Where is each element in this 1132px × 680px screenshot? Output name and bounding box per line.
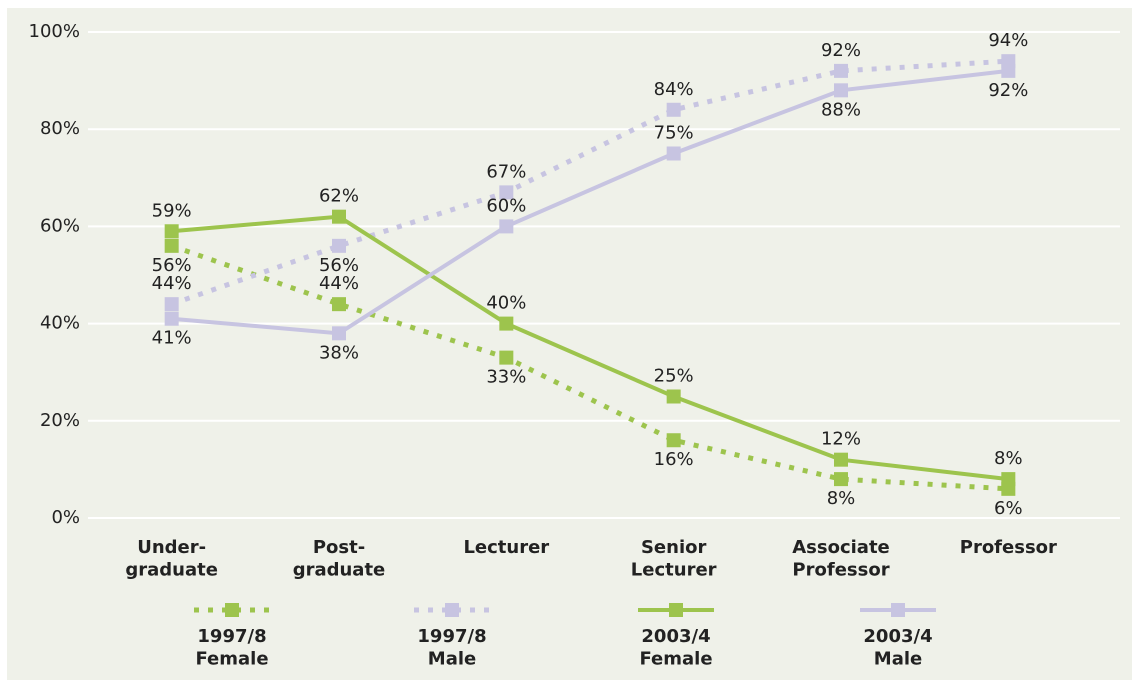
- point-marker: [499, 185, 514, 200]
- point-marker: [834, 83, 848, 98]
- data-label: 8%: [994, 448, 1023, 469]
- point-marker: [332, 238, 346, 253]
- point-marker: [666, 389, 681, 404]
- data-label: 16%: [654, 449, 694, 470]
- point-marker: [499, 219, 514, 234]
- y-tick-label: 80%: [40, 118, 80, 139]
- data-label: 75%: [654, 123, 694, 144]
- x-tick-label: Post-graduate: [293, 537, 386, 581]
- data-label: 67%: [486, 161, 526, 182]
- legend-marker: [445, 603, 459, 617]
- data-label: 8%: [827, 488, 856, 509]
- data-label: 44%: [319, 273, 359, 294]
- point-marker: [834, 452, 848, 467]
- data-label: 88%: [821, 99, 861, 120]
- data-label: 60%: [486, 195, 526, 216]
- legend-marker: [669, 603, 683, 617]
- point-marker: [499, 350, 514, 365]
- point-marker: [164, 311, 179, 326]
- data-label: 41%: [152, 328, 192, 349]
- legend-label: 1997/8 Male: [417, 626, 486, 670]
- point-marker: [332, 326, 346, 341]
- x-tick-label: Lecturer: [463, 537, 549, 558]
- x-tick-label: Associate Professor: [792, 537, 890, 581]
- legend-marker: [891, 603, 905, 617]
- y-tick-label: 40%: [40, 313, 80, 334]
- series-line: [171, 214, 1009, 482]
- x-tick-label: Professor: [960, 537, 1057, 558]
- data-label: 59%: [152, 200, 192, 221]
- point-marker: [1001, 472, 1016, 487]
- legend-marker: [225, 603, 239, 617]
- data-label: 92%: [988, 80, 1028, 101]
- data-label: 25%: [654, 366, 694, 387]
- data-label: 56%: [319, 255, 359, 276]
- data-label: 84%: [654, 79, 694, 100]
- series-line: [171, 68, 1009, 336]
- point-marker: [666, 102, 681, 117]
- data-label: 56%: [152, 255, 192, 276]
- data-label: 92%: [821, 40, 861, 61]
- data-label: 40%: [486, 293, 526, 314]
- point-marker: [332, 297, 346, 312]
- data-label: 62%: [319, 186, 359, 207]
- point-marker: [332, 209, 346, 224]
- legend-label: 2003/4 Female: [639, 626, 712, 670]
- point-marker: [164, 224, 179, 239]
- data-label: 94%: [988, 30, 1028, 51]
- data-label: 44%: [152, 273, 192, 294]
- x-tick-label: Under-graduate: [125, 537, 218, 581]
- point-marker: [834, 63, 848, 78]
- y-tick-label: 100%: [29, 21, 80, 42]
- point-marker: [499, 316, 514, 331]
- data-label: 33%: [486, 367, 526, 388]
- y-tick-label: 60%: [40, 215, 80, 236]
- point-marker: [666, 433, 681, 448]
- legend-label: 2003/4 Male: [863, 626, 932, 670]
- y-tick-label: 0%: [51, 507, 80, 528]
- point-marker: [164, 297, 179, 312]
- legend-label: 1997/8 Female: [195, 626, 268, 670]
- point-marker: [834, 472, 848, 487]
- point-marker: [1001, 63, 1016, 78]
- background: [7, 8, 1132, 680]
- point-marker: [164, 238, 179, 253]
- y-tick-label: 20%: [40, 410, 80, 431]
- x-tick-label: Senior Lecturer: [631, 537, 717, 581]
- data-label: 38%: [319, 342, 359, 363]
- point-marker: [666, 146, 681, 161]
- data-label: 12%: [821, 429, 861, 450]
- data-label: 6%: [994, 498, 1023, 519]
